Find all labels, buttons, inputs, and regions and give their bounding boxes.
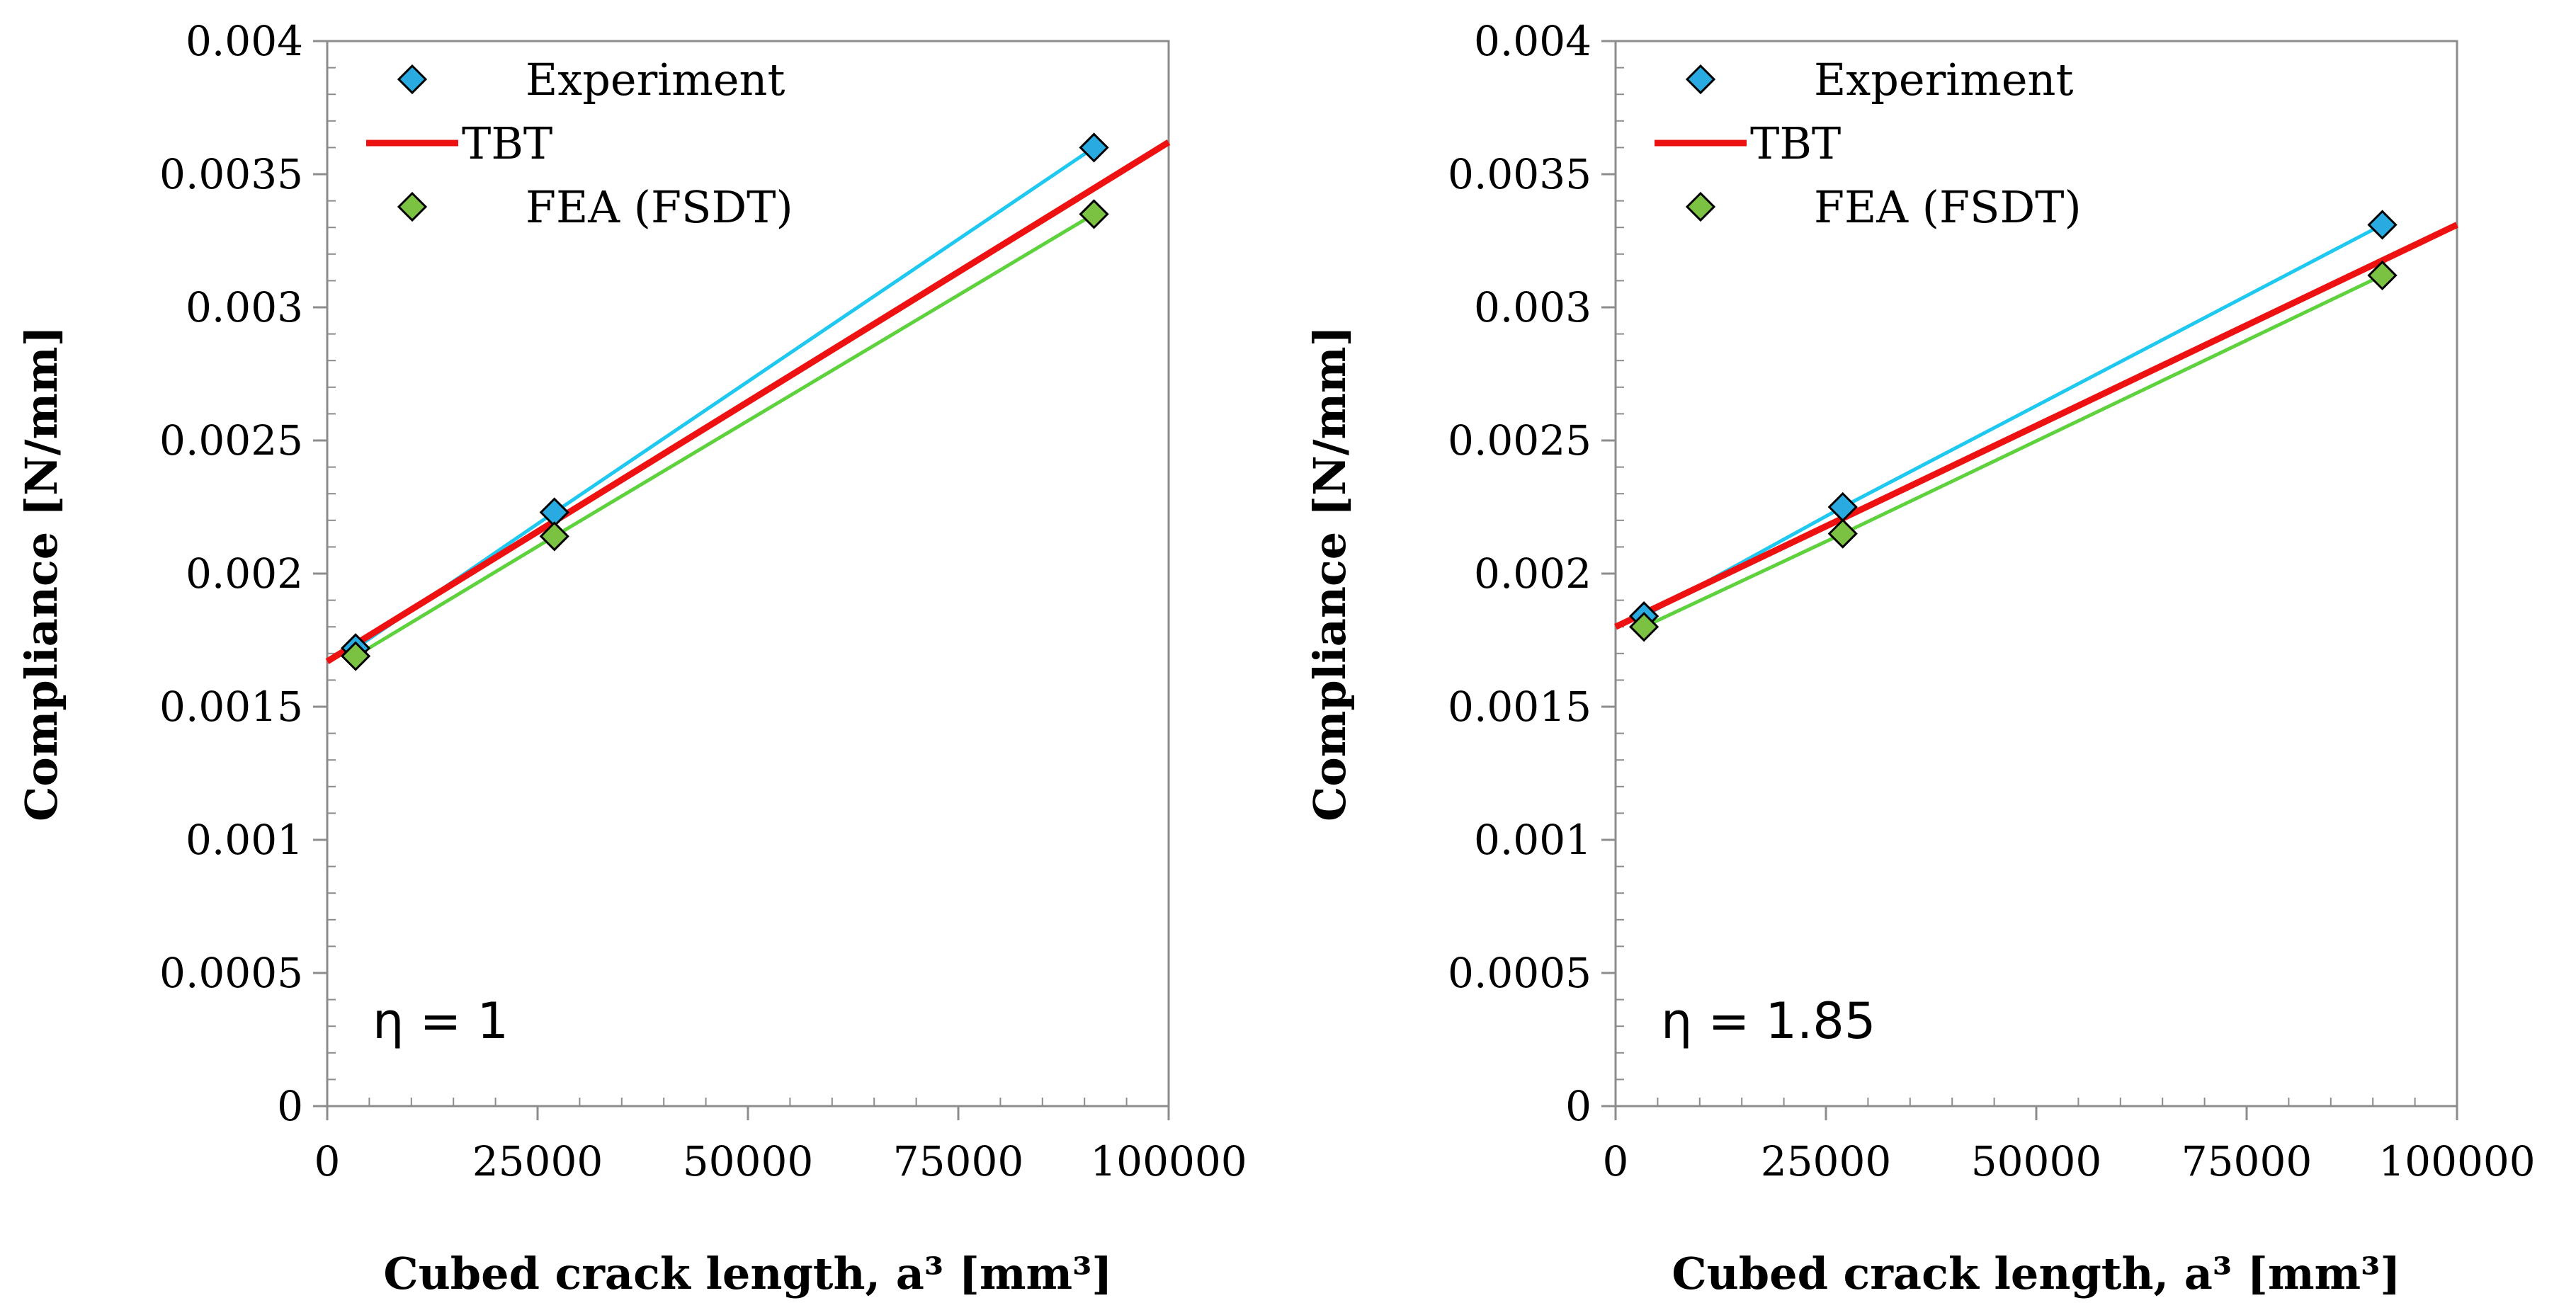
x-axis-title: Cubed crack length, a³ [mm³] [1672,1248,2400,1299]
y-tick-label: 0.004 [186,17,303,65]
chart-panel-left: 0 0.0005 0.001 0.0015 0.002 0.0025 0.003 0.0035… [16,17,1247,1299]
y-tick-label: 0.0015 [159,683,303,731]
data-point-fea-fsdt [340,641,371,671]
y-tick-label: 0 [1565,1082,1591,1130]
y-tick-label: 0.0035 [159,150,303,198]
legend-swatch-experiment [1685,64,1716,95]
legend-label-fea-fsdt: FEA (FSDT) [1814,181,2082,233]
legend-label-tbt: TBT [1750,118,1841,169]
x-tick-label: 100000 [2378,1137,2535,1185]
x-tick-label: 25000 [1761,1137,1892,1185]
fit-line-fea-fsdt [1643,273,2383,629]
y-tick-label: 0.0005 [1448,949,1591,997]
series-line-tbt [1614,222,2458,630]
y-tick-label: 0.003 [1474,283,1591,331]
legend-label-experiment: Experiment [526,54,785,106]
data-point-experiment [1079,132,1109,163]
x-tick-label: 50000 [1971,1137,2102,1185]
y-tick-label: 0.001 [186,816,303,864]
series-line-tbt [325,140,1171,664]
data-point-fea-fsdt [1628,612,1659,642]
legend-label-tbt: TBT [462,118,552,169]
data-point-fea-fsdt [2367,260,2398,291]
legend-swatch-fea-fsdt [1685,191,1716,222]
y-tick-label: 0.0025 [159,416,303,465]
y-tick-label: 0.0005 [159,949,303,997]
legend-swatch-experiment [397,64,428,95]
y-tick-label: 0.0035 [1448,150,1591,198]
x-axis-title: Cubed crack length, a³ [mm³] [383,1248,1112,1299]
data-point-experiment [2367,210,2398,240]
eta-annotation: η = 1.85 [1661,992,1876,1050]
y-tick-label: 0.004 [1474,17,1591,65]
x-tick-label: 75000 [893,1137,1024,1185]
chart-right-svg: 0 0.0005 0.001 0.0015 0.002 0.0025 0.003 0.0035… [1304,17,2536,1299]
y-tick-label: 0.002 [1474,550,1591,598]
y-tick-label: 0.002 [186,550,303,598]
legend-label-fea-fsdt: FEA (FSDT) [526,181,793,233]
y-tick-label: 0.0025 [1448,416,1591,465]
x-tick-label: 100000 [1090,1137,1247,1185]
fit-line-fea-fsdt [354,212,1095,658]
y-tick-label: 0.0015 [1448,683,1591,731]
legend-label-experiment: Experiment [1814,54,2073,106]
x-tick-label: 50000 [683,1137,814,1185]
y-tick-label: 0 [277,1082,303,1130]
eta-annotation: η = 1 [373,992,509,1050]
y-axis-title: Compliance [N/mm] [16,326,67,821]
x-tick-label: 0 [314,1137,341,1185]
y-axis-title: Compliance [N/mm] [1304,326,1356,821]
x-tick-label: 0 [1603,1137,1629,1185]
data-point-fea-fsdt [539,521,569,552]
data-point-fea-fsdt [1079,199,1109,229]
y-tick-label: 0.001 [1474,816,1591,864]
x-tick-label: 25000 [472,1137,603,1185]
chart-left-svg: 0 0.0005 0.001 0.0015 0.002 0.0025 0.003 0.0035… [16,17,1247,1299]
chart-panel-right: 0 0.0005 0.001 0.0015 0.002 0.0025 0.003 0.0035… [1288,0,2576,1315]
x-tick-label: 75000 [2181,1137,2313,1185]
y-tick-label: 0.003 [186,283,303,331]
data-point-fea-fsdt [1827,518,1858,549]
legend-swatch-fea-fsdt [397,191,428,222]
